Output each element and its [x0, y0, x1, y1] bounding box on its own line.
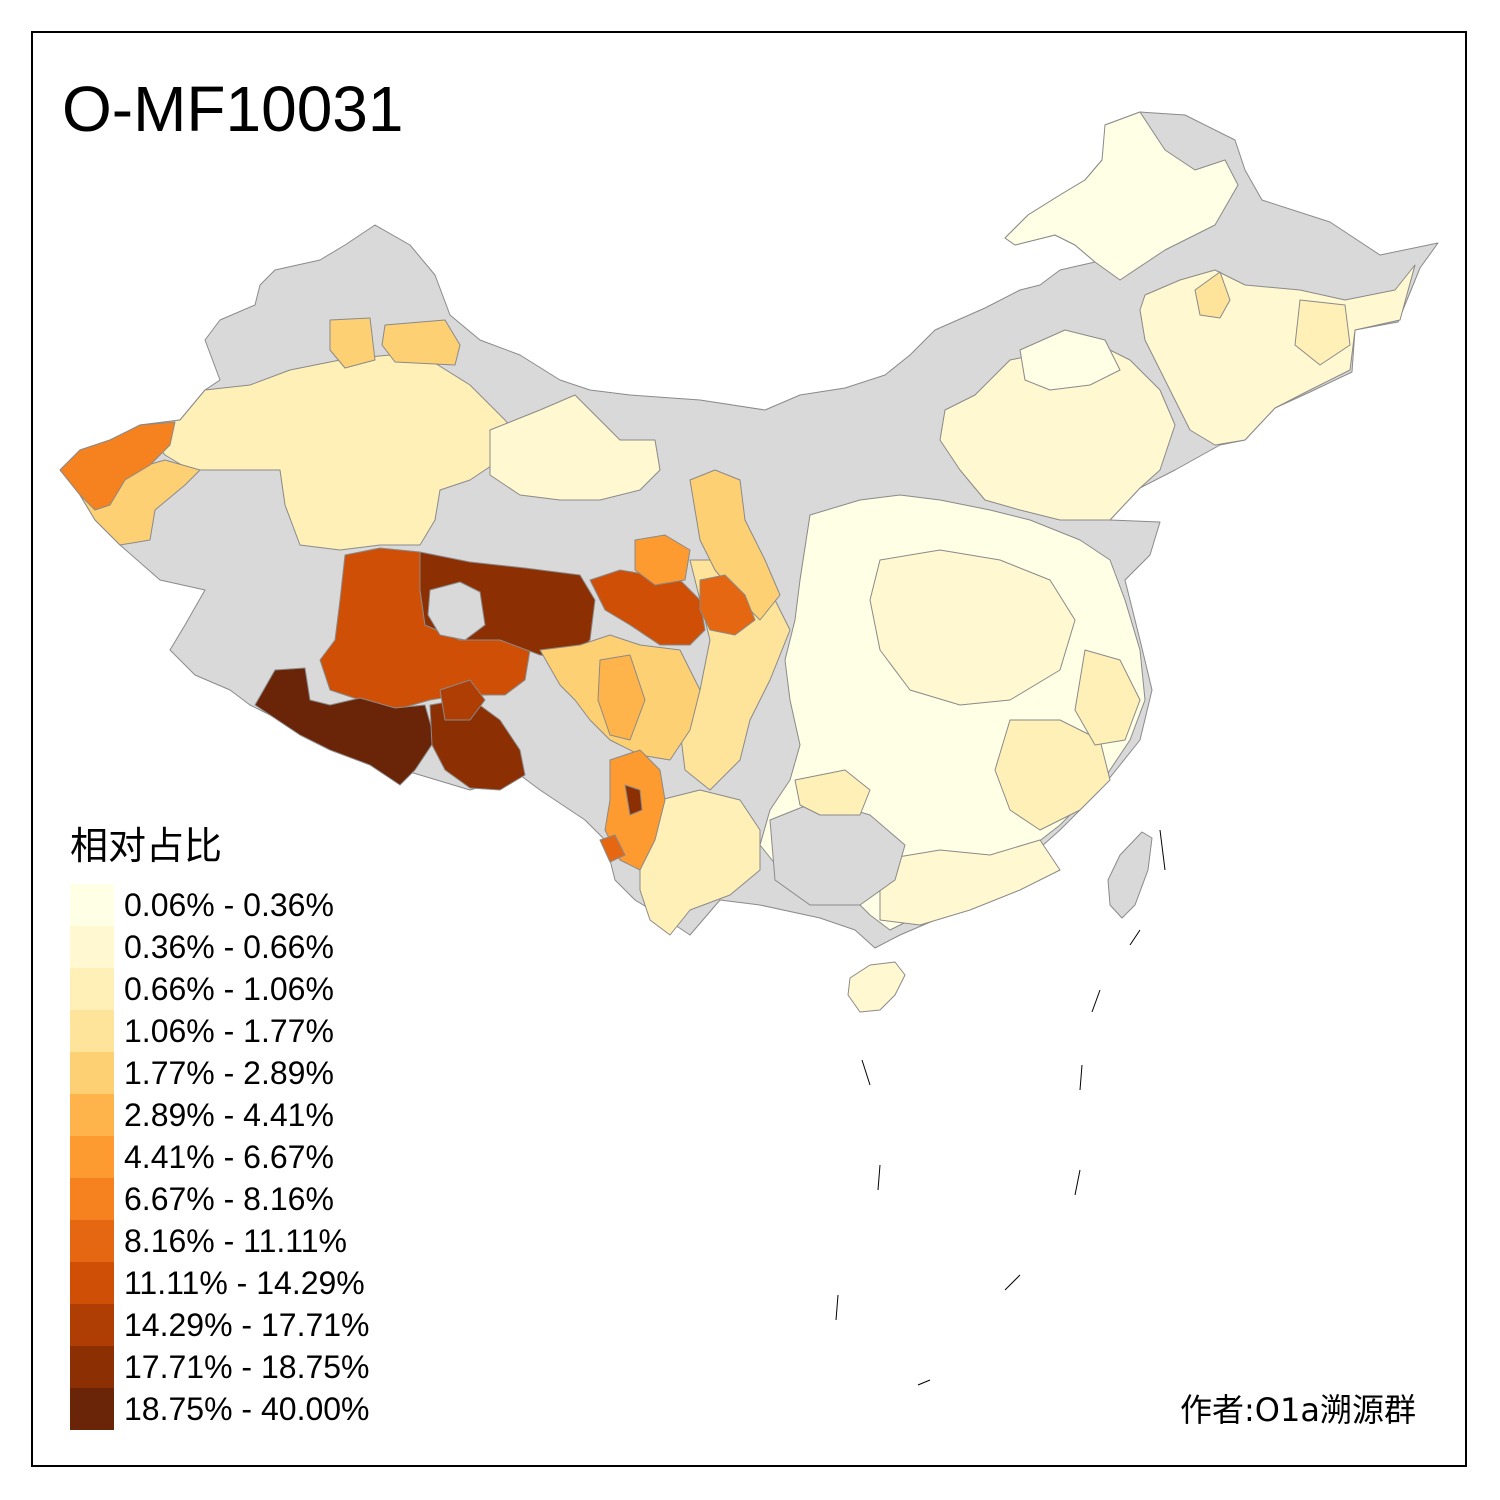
- gansu-region: [689, 469, 781, 621]
- legend: 相对占比 0.06% - 0.36% 0.36% - 0.66% 0.66% - 1…: [70, 815, 370, 1430]
- sichuan-west-dark-region: [597, 654, 646, 741]
- legend-label: 2.89% - 4.41%: [124, 1096, 334, 1133]
- legend-label: 0.06% - 0.36%: [124, 886, 334, 923]
- legend-swatch: [70, 1220, 114, 1262]
- legend-swatch: [70, 1262, 114, 1304]
- legend-label: 14.29% - 17.71%: [124, 1306, 370, 1343]
- legend-title: 相对占比: [70, 824, 223, 868]
- qinghai-northeast-region: [634, 534, 691, 586]
- legend-label: 1.77% - 2.89%: [124, 1054, 334, 1091]
- legend-item: 2.89% - 4.41%: [70, 1094, 370, 1136]
- taiwan-region: [1107, 831, 1153, 919]
- legend-items: 0.06% - 0.36% 0.36% - 0.66% 0.66% - 1.06% 1…: [70, 884, 370, 1430]
- south-china-sea-islands: [835, 829, 1166, 1386]
- tibet-mid-region: [439, 679, 486, 721]
- yunnan-region: [639, 789, 761, 936]
- legend-item: 8.16% - 11.11%: [70, 1220, 370, 1262]
- legend-label: 0.66% - 1.06%: [124, 970, 334, 1007]
- legend-label: 0.36% - 0.66%: [124, 928, 334, 965]
- legend-swatch: [70, 968, 114, 1010]
- zhejiang-region: [1074, 649, 1141, 746]
- legend-item: 0.66% - 1.06%: [70, 968, 370, 1010]
- legend-label: 6.67% - 8.16%: [124, 1180, 334, 1217]
- legend-item: 11.11% - 14.29%: [70, 1262, 370, 1304]
- legend-label: 1.06% - 1.77%: [124, 1012, 334, 1049]
- yunnan-nujiang-region: [624, 784, 643, 816]
- xinjiang-altay-region: [381, 319, 461, 366]
- northeast-region-light: [1004, 111, 1239, 281]
- north-china-region: [939, 344, 1176, 521]
- liaoning-east-region: [1294, 299, 1351, 366]
- jiangxi-fujian-region: [994, 719, 1111, 831]
- author-credit: 作者:O1a溯源群: [1180, 1391, 1416, 1429]
- legend-swatch: [70, 1346, 114, 1388]
- tibet-central-region: [429, 697, 526, 791]
- xinjiang-kashgar-region: [59, 421, 176, 511]
- legend-item: 14.29% - 17.71%: [70, 1304, 370, 1346]
- legend-swatch: [70, 1178, 114, 1220]
- xinjiang-north-region: [139, 354, 521, 551]
- legend-label: 11.11% - 14.29%: [124, 1264, 365, 1301]
- legend-swatch: [70, 1304, 114, 1346]
- hainan-region: [847, 961, 906, 1013]
- guangxi-light-region: [794, 769, 871, 816]
- jilin-mid-region: [1194, 271, 1231, 319]
- yunnan-dehong-region: [599, 834, 626, 863]
- legend-item: 1.77% - 2.89%: [70, 1052, 370, 1094]
- legend-label: 4.41% - 6.67%: [124, 1138, 334, 1175]
- legend-item: 4.41% - 6.67%: [70, 1136, 370, 1178]
- legend-item: 18.75% - 40.00%: [70, 1388, 370, 1430]
- legend-swatch: [70, 1010, 114, 1052]
- legend-swatch: [70, 926, 114, 968]
- legend-swatch: [70, 1136, 114, 1178]
- guangdong-region: [879, 839, 1061, 926]
- inner-mongolia-west-region: [489, 394, 661, 501]
- legend-swatch: [70, 1052, 114, 1094]
- legend-swatch: [70, 884, 114, 926]
- tibet-west-region: [254, 667, 436, 786]
- legend-item: 17.71% - 18.75%: [70, 1346, 370, 1388]
- legend-label: 17.71% - 18.75%: [124, 1348, 370, 1385]
- legend-swatch: [70, 1094, 114, 1136]
- qinghai-lake-region-nodata: [427, 581, 486, 641]
- gansu-south-region: [699, 574, 756, 636]
- inner-mongolia-central-region: [1019, 329, 1121, 391]
- map-title: O-MF10031: [62, 73, 404, 145]
- legend-label: 18.75% - 40.00%: [124, 1390, 370, 1427]
- legend-item: 0.06% - 0.36%: [70, 884, 370, 926]
- legend-item: 0.36% - 0.66%: [70, 926, 370, 968]
- legend-item: 1.06% - 1.77%: [70, 1010, 370, 1052]
- legend-swatch: [70, 1388, 114, 1430]
- xinjiang-mid-yellow-region: [329, 317, 376, 369]
- legend-item: 6.67% - 8.16%: [70, 1178, 370, 1220]
- central-china-mid-region: [869, 549, 1076, 706]
- legend-label: 8.16% - 11.11%: [124, 1222, 347, 1259]
